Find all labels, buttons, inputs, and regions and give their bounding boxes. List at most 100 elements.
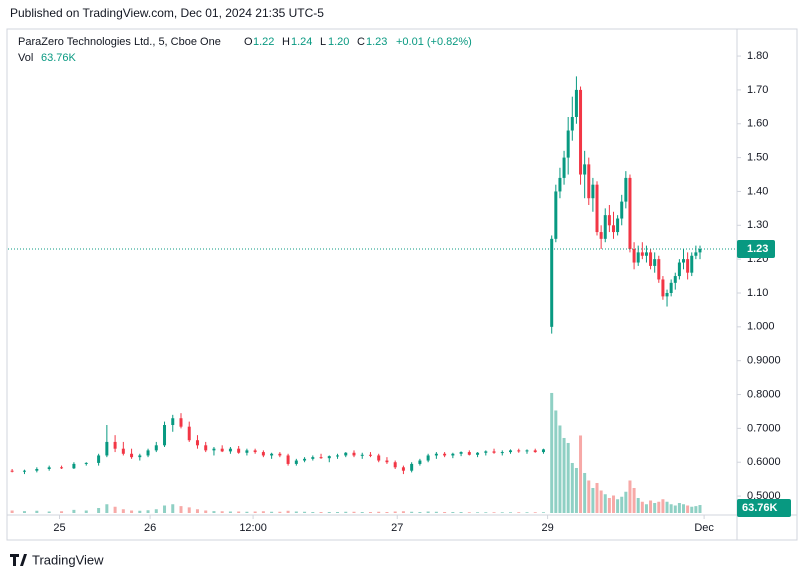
volume-bar: [179, 506, 183, 513]
volume-bar: [467, 512, 471, 513]
candle-body: [459, 452, 463, 454]
candle-body: [644, 252, 648, 256]
volume-bar: [644, 504, 648, 513]
candle-body: [270, 453, 274, 456]
volume-bar: [550, 392, 554, 513]
volume-bar: [171, 504, 175, 513]
candle-body: [154, 445, 158, 451]
last-price-badge: [737, 239, 775, 258]
volume-bar: [237, 511, 241, 513]
candle-body: [583, 164, 587, 175]
candle-body: [179, 418, 183, 427]
o-key: O: [244, 36, 253, 48]
candle-body: [599, 232, 603, 239]
candle-body: [253, 450, 257, 453]
volume-bar: [599, 490, 603, 513]
candle-body: [336, 455, 340, 457]
candle-body: [426, 455, 430, 461]
volume-bar: [533, 512, 537, 513]
candle-body: [146, 450, 150, 456]
y-tick-label: 1.80: [747, 50, 768, 62]
candle-body: [434, 453, 438, 456]
volume-bar: [443, 511, 447, 513]
volume-bar: [698, 505, 702, 513]
x-tick-label: 27: [391, 522, 403, 534]
volume-bar: [84, 510, 88, 513]
volume-bar: [204, 510, 208, 513]
volume-bar: [653, 502, 657, 513]
volume-bar: [418, 511, 422, 513]
candle-body: [607, 215, 611, 226]
candle-body: [467, 452, 471, 455]
y-tick-label: 1.30: [747, 219, 768, 231]
candle-body: [84, 462, 88, 464]
volume-bar: [121, 509, 125, 513]
volume-bar: [270, 511, 274, 513]
volume-bar: [620, 496, 624, 513]
volume-bar: [562, 437, 566, 513]
x-tick-label: 29: [541, 522, 553, 534]
volume-bar: [566, 442, 570, 513]
volume-bar: [476, 512, 480, 513]
volume-bar: [195, 509, 199, 513]
y-tick-label: 1.70: [747, 84, 768, 96]
volume-bar: [22, 511, 26, 513]
l-key: L: [320, 36, 326, 48]
y-tick-label: 1.60: [747, 118, 768, 130]
volume-bar: [509, 512, 513, 513]
volume-bar: [253, 511, 257, 513]
volume-bar: [344, 511, 348, 513]
candle-body: [636, 252, 640, 263]
chart-frame: [6, 28, 798, 541]
volume-bar: [327, 511, 331, 513]
volume-bar: [541, 512, 545, 513]
volume-bar: [352, 511, 356, 513]
candle-body: [113, 441, 117, 449]
candle-body: [385, 460, 389, 463]
candle-body: [121, 448, 125, 454]
candle-body: [72, 463, 76, 469]
candle-body: [60, 467, 64, 469]
volume-bar: [368, 511, 372, 513]
candle-body: [484, 451, 488, 453]
candle-body: [677, 262, 681, 277]
volume-bar: [525, 512, 529, 513]
candle-body: [195, 440, 199, 446]
x-tick-label: 26: [144, 522, 156, 534]
volume-bar: [311, 511, 315, 513]
volume-bar: [187, 507, 191, 513]
volume-bar: [677, 502, 681, 513]
volume-bar: [574, 467, 578, 513]
candle-body: [228, 448, 232, 452]
volume-bar: [682, 504, 686, 513]
published-note: Published on TradingView.com, Dec 01, 20…: [10, 6, 324, 20]
candle-body: [533, 450, 537, 453]
y-tick-label: 0.6000: [747, 456, 781, 468]
candle-body: [628, 177, 632, 249]
candle-body: [245, 450, 249, 453]
volume-bar: [616, 499, 620, 513]
candle-body: [595, 184, 599, 233]
candle-body: [319, 457, 323, 459]
volume-bar: [319, 511, 323, 513]
candle-body: [130, 453, 134, 458]
volume-bar: [105, 504, 109, 513]
volume-bar: [587, 480, 591, 513]
candle-body: [237, 448, 241, 453]
volume-bar: [385, 511, 389, 513]
volume-bar: [278, 511, 282, 513]
volume-bar: [669, 504, 673, 513]
volume-bar: [303, 511, 307, 513]
candle-body: [574, 89, 578, 117]
y-tick-label: 1.50: [747, 152, 768, 164]
candle-body: [698, 248, 702, 253]
candle-body: [640, 252, 644, 256]
candle-body: [541, 449, 545, 453]
change: +0.01 (+0.82%): [396, 36, 472, 48]
candle-body: [138, 455, 142, 458]
candle-body: [476, 452, 480, 455]
candle-body: [665, 292, 669, 297]
volume-bar: [35, 510, 39, 513]
candle-body: [278, 453, 282, 456]
